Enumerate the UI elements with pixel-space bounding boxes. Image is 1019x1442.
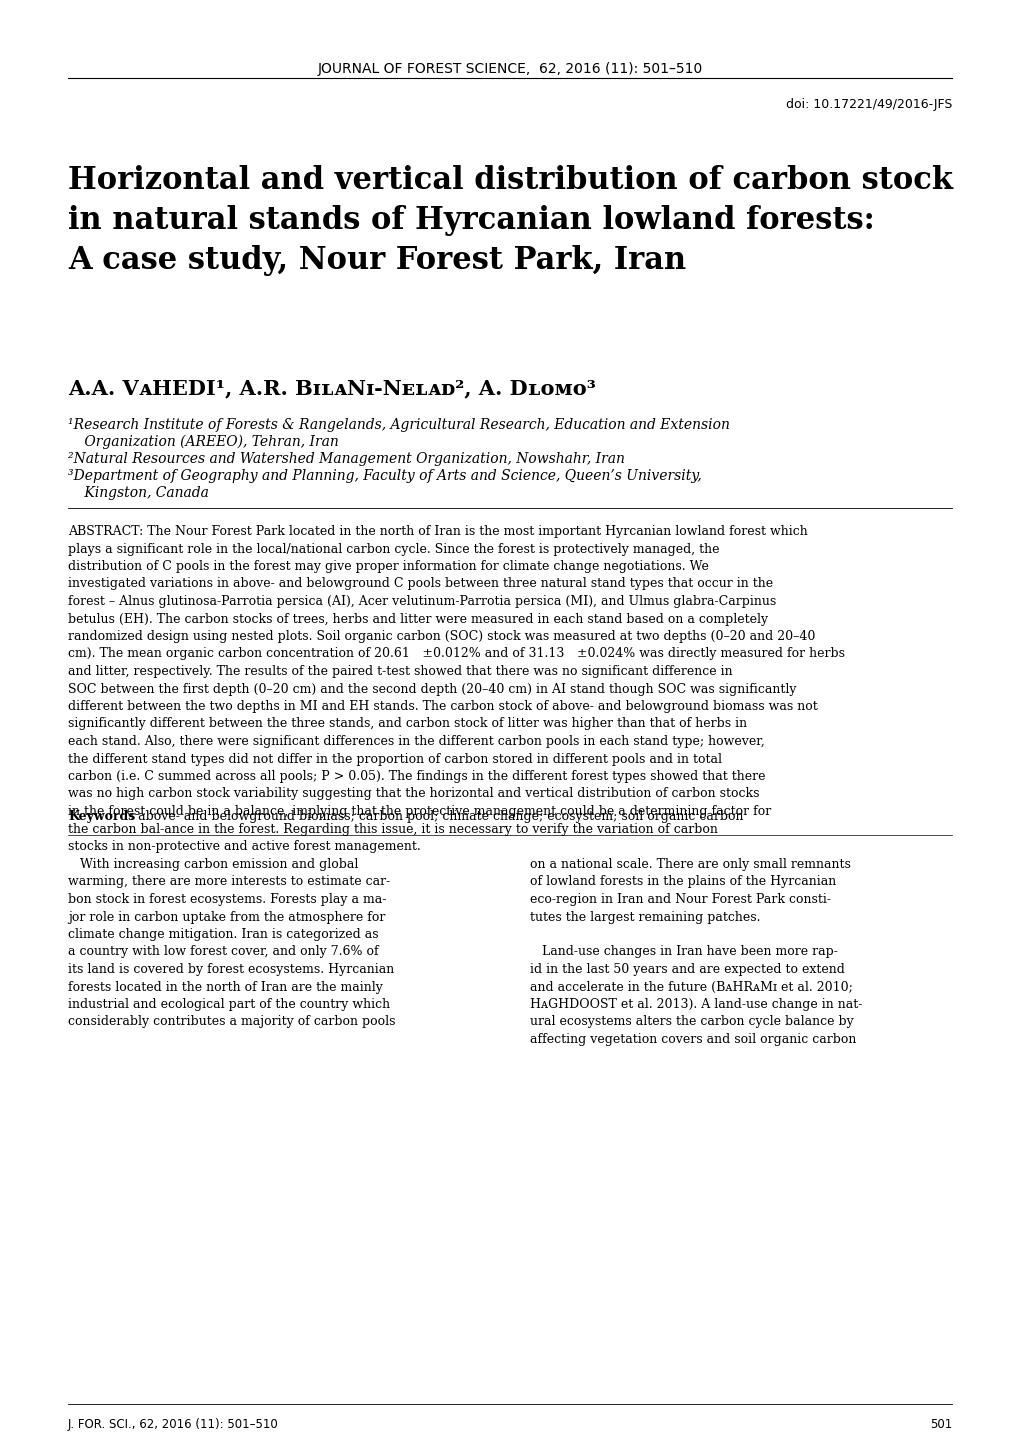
Text: JOURNAL OF FOREST SCIENCE,  62, 2016 (11): 501–510: JOURNAL OF FOREST SCIENCE, 62, 2016 (11)… (317, 62, 702, 76)
Text: Horizontal and vertical distribution of carbon stock: Horizontal and vertical distribution of … (68, 164, 952, 196)
Text: J. FOR. SCI., 62, 2016 (11): 501–510: J. FOR. SCI., 62, 2016 (11): 501–510 (68, 1417, 278, 1430)
Text: Kingston, Canada: Kingston, Canada (79, 486, 209, 500)
Text: With increasing carbon emission and global
warming, there are more interests to : With increasing carbon emission and glob… (68, 858, 395, 1028)
Text: : above- and belowground biomass; carbon pool; climate change; ecosystem; soil o: : above- and belowground biomass; carbon… (129, 810, 743, 823)
Text: doi: 10.17221/49/2016-JFS: doi: 10.17221/49/2016-JFS (785, 98, 951, 111)
Text: Organization (AREEO), Tehran, Iran: Organization (AREEO), Tehran, Iran (79, 435, 338, 450)
Text: A case study, Nour Forest Park, Iran: A case study, Nour Forest Park, Iran (68, 245, 686, 275)
Text: on a national scale. There are only small remnants
of lowland forests in the pla: on a national scale. There are only smal… (530, 858, 861, 1045)
Text: in natural stands of Hyrcanian lowland forests:: in natural stands of Hyrcanian lowland f… (68, 205, 874, 236)
Text: A.A. VᴀHEDI¹, A.R. BɪʟᴀNɪ-Nᴇʟᴀᴅ², A. Dʟомо³: A.A. VᴀHEDI¹, A.R. BɪʟᴀNɪ-Nᴇʟᴀᴅ², A. Dʟо… (68, 378, 595, 398)
Text: ¹Research Institute of Forests & Rangelands, Agricultural Research, Education an: ¹Research Institute of Forests & Rangela… (68, 418, 730, 433)
Text: ³Department of Geography and Planning, Faculty of Arts and Science, Queen’s Univ: ³Department of Geography and Planning, F… (68, 469, 701, 483)
Text: Keywords: Keywords (68, 810, 136, 823)
Text: ABSTRACT: The Nour Forest Park located in the north of Iran is the most importan: ABSTRACT: The Nour Forest Park located i… (68, 525, 844, 854)
Text: ²Natural Resources and Watershed Management Organization, Nowshahr, Iran: ²Natural Resources and Watershed Managem… (68, 451, 625, 466)
Text: 501: 501 (929, 1417, 951, 1430)
